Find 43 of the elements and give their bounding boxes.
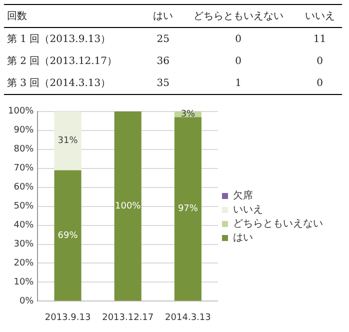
- bar: [174, 117, 202, 301]
- text: 第 2 回（2013.12.17）: [6, 55, 118, 69]
- text: はい: [147, 4, 180, 28]
- y-tick-label: 10%: [14, 278, 34, 288]
- y-tick-label: 40%: [14, 220, 34, 231]
- text: 第 1 回（2013.9.13）: [6, 33, 112, 47]
- text: 36: [156, 54, 170, 68]
- text: 第 3 回（2014.3.13）: [4, 72, 148, 94]
- y-tick-label: 70%: [14, 164, 34, 174]
- y-tick-label: 60%: [14, 182, 34, 193]
- text: 11: [312, 32, 328, 46]
- y-tick-label: 50%: [14, 202, 34, 212]
- legend-label: はい: [233, 232, 253, 244]
- x-tick-label: 2014.3.13: [165, 312, 211, 323]
- y-tick-label: 90%: [14, 126, 34, 136]
- data-label: 97%: [178, 204, 198, 214]
- text: 回数: [4, 4, 148, 28]
- legend-label: いいえ: [233, 204, 263, 216]
- text: 0: [298, 72, 342, 94]
- bar: [114, 111, 142, 301]
- y-tick-label: 20%: [14, 258, 34, 269]
- y-tick-label: 0%: [19, 296, 34, 307]
- y-tick-label: 100%: [8, 106, 34, 117]
- y-tick-label: 30%: [14, 240, 34, 250]
- data-label: 100%: [115, 201, 142, 212]
- text: 0: [316, 54, 324, 68]
- legend-label: どちらともいえない: [233, 218, 323, 230]
- bar: [54, 111, 82, 170]
- data-label: 69%: [58, 230, 78, 241]
- text: どちらともいえない: [179, 4, 298, 28]
- y-tick-label: 80%: [14, 144, 34, 155]
- legend-label: 欠席: [233, 190, 253, 202]
- text: 35: [147, 72, 180, 94]
- data-label: 3%: [180, 110, 196, 120]
- text: いいえ: [298, 4, 342, 28]
- text: 0: [234, 54, 243, 68]
- x-tick-label: 2013.12.17: [102, 312, 154, 323]
- bar: [54, 170, 82, 301]
- text: 1: [179, 72, 298, 94]
- x-tick-label: 2013.9.13: [44, 312, 91, 323]
- text: 0: [234, 32, 243, 46]
- data-label: 31%: [58, 136, 78, 146]
- text: 25: [156, 32, 170, 46]
